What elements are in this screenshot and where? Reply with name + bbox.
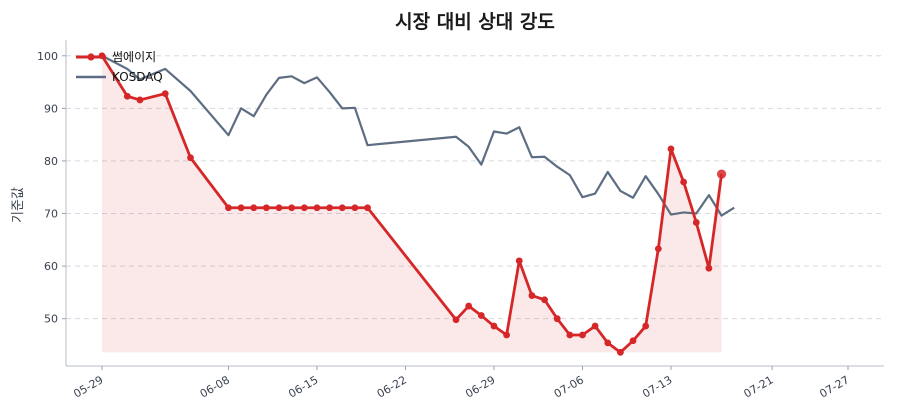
data-point <box>326 204 333 212</box>
x-tick-label: 07-21 <box>741 373 775 400</box>
data-point <box>566 331 574 339</box>
chart-title: 시장 대비 상대 강도 <box>395 11 555 33</box>
data-point <box>250 204 258 212</box>
y-tick-label: 100 <box>37 50 58 63</box>
data-point <box>515 257 523 265</box>
data-point <box>313 204 321 212</box>
y-tick-label: 70 <box>44 208 58 221</box>
data-point <box>161 90 169 98</box>
data-point <box>237 204 245 212</box>
x-tick-label: 06-29 <box>463 373 497 400</box>
data-point <box>654 245 662 253</box>
legend: 썸에이지 KOSDAQ <box>76 50 163 84</box>
x-tick-label: 06-15 <box>286 373 320 400</box>
data-point <box>705 264 713 272</box>
data-point <box>591 322 599 330</box>
gridlines <box>66 55 884 320</box>
data-point <box>680 178 688 186</box>
data-point <box>604 339 612 347</box>
data-point <box>364 204 371 212</box>
legend-label-series-1: 썸에이지 <box>112 50 156 64</box>
data-point <box>452 316 460 324</box>
data-point <box>490 322 498 330</box>
series-2 <box>101 54 735 217</box>
data-point <box>503 331 511 339</box>
series-area-fill <box>102 55 722 353</box>
area-fill-layer <box>102 55 722 353</box>
data-point <box>553 315 561 323</box>
x-tick-label: 06-08 <box>198 373 232 400</box>
data-point <box>667 145 675 153</box>
data-point <box>136 96 144 104</box>
data-point <box>629 337 637 345</box>
series-2-line <box>101 54 735 217</box>
data-point <box>528 292 536 299</box>
data-point <box>300 204 308 212</box>
x-tick-label: 05-29 <box>71 373 105 400</box>
x-tick-label: 07-27 <box>817 373 851 400</box>
data-point <box>225 204 232 212</box>
data-point <box>541 296 548 304</box>
x-tick-label: 07-06 <box>552 373 586 400</box>
data-point <box>262 204 270 212</box>
y-axis-label: 기준값 <box>11 187 26 223</box>
y-tick-label: 50 <box>44 313 58 326</box>
series-layer <box>98 52 735 356</box>
y-tick-label: 90 <box>44 102 58 115</box>
data-point <box>351 204 359 212</box>
data-point <box>275 204 283 212</box>
data-point <box>642 322 650 330</box>
series-1 <box>98 52 727 356</box>
data-point <box>477 312 485 319</box>
data-point <box>692 219 700 226</box>
data-point <box>465 302 473 310</box>
data-point <box>338 204 346 212</box>
y-tick-label: 80 <box>44 155 58 168</box>
data-point <box>187 154 194 162</box>
x-tick-label: 07-13 <box>640 373 674 400</box>
legend-label-series-2: KOSDAQ <box>112 70 163 84</box>
legend-marker-series-1 <box>87 53 95 61</box>
data-point <box>123 92 131 100</box>
data-point <box>716 169 727 179</box>
y-tick-label: 60 <box>44 260 58 273</box>
data-point <box>288 204 296 212</box>
data-point <box>617 348 624 356</box>
data-point <box>579 331 586 339</box>
x-tick-label: 06-22 <box>375 373 409 400</box>
